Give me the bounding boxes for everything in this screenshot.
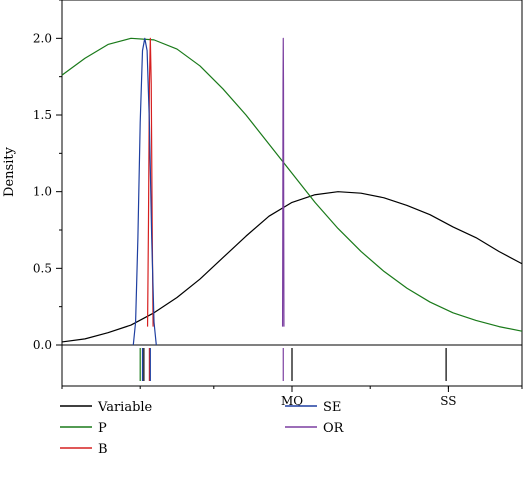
chart-axes <box>61 0 523 387</box>
y-tick-label: 1.5 <box>33 108 52 122</box>
y-tick-label: 2.0 <box>33 31 52 45</box>
series-line-b <box>146 37 154 327</box>
rug-plot <box>139 348 447 381</box>
y-axis-ticks: 0.0 0.5 1.0 1.5 2.0 <box>33 0 62 352</box>
y-axis-label: Density <box>2 146 17 197</box>
legend-label: SE <box>323 400 341 415</box>
series-line-or <box>281 37 285 327</box>
x-tick-label: MQ <box>281 394 303 408</box>
y-tick-label: 0.5 <box>33 261 52 275</box>
series-line-p <box>61 37 523 332</box>
series-line-variable <box>61 191 523 343</box>
y-tick-label: 1.0 <box>33 185 52 199</box>
legend: Variable PB SE OR <box>60 400 345 457</box>
y-tick-label: 0.0 <box>33 338 52 352</box>
x-axis-ticks: MQ SS <box>61 386 523 408</box>
legend-label: Variable <box>97 400 153 415</box>
legend-label: B <box>98 442 108 457</box>
legend-label: P <box>98 421 107 436</box>
x-tick-label: SS <box>440 394 456 408</box>
density-curves <box>61 37 523 346</box>
legend-label: OR <box>323 421 345 436</box>
series-line-se <box>132 37 157 346</box>
